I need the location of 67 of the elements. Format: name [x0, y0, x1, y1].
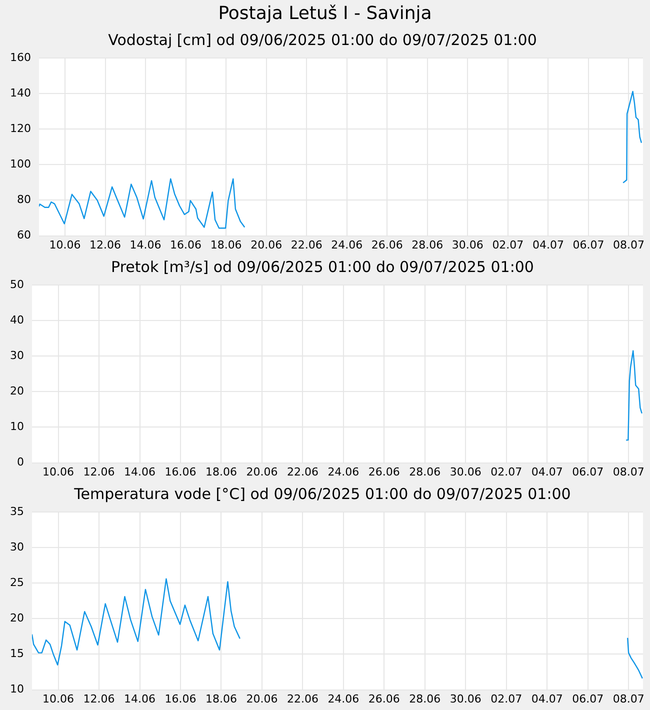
x-tick-label: 04.07 [531, 465, 563, 478]
x-tick-label: 08.07 [612, 238, 644, 252]
x-tick-label: 16.06 [164, 465, 196, 478]
x-tick-label: 06.07 [572, 238, 604, 252]
y-tick-label: 20 [10, 612, 24, 625]
x-tick-label: 10.06 [42, 465, 74, 478]
y-tick-label: 0 [16, 456, 24, 469]
x-tick-label: 14.06 [124, 465, 156, 478]
x-tick-label: 08.07 [612, 465, 644, 478]
y-tick-label: 10 [10, 682, 24, 696]
x-tick-label: 18.06 [205, 692, 237, 706]
y-tick-label: 10 [10, 420, 24, 434]
x-tick-label: 30.06 [450, 465, 482, 478]
chart-title: Pretok [m³/s] od 09/06/2025 01:00 do 09/07/2025 01:00 [111, 258, 534, 276]
x-tick-label: 02.07 [490, 692, 522, 706]
x-tick-label: 16.06 [170, 238, 202, 252]
x-tick-label: 24.06 [328, 692, 360, 706]
x-tick-label: 30.06 [452, 238, 484, 252]
x-tick-label: 24.06 [328, 465, 360, 478]
x-tick-label: 12.06 [83, 692, 115, 706]
x-tick-label: 08.07 [612, 692, 644, 706]
y-tick-label: 60 [16, 228, 31, 242]
y-tick-label: 120 [10, 122, 31, 135]
y-tick-label: 40 [10, 313, 24, 326]
y-tick-label: 100 [10, 158, 31, 171]
y-tick-label: 160 [10, 50, 31, 64]
y-tick-label: 15 [10, 647, 24, 660]
x-tick-label: 10.06 [42, 692, 74, 706]
x-tick-label: 22.06 [286, 692, 318, 706]
x-tick-label: 20.06 [246, 465, 278, 478]
x-tick-label: 02.07 [492, 238, 524, 252]
y-tick-label: 50 [10, 278, 24, 291]
x-tick-label: 10.06 [49, 238, 81, 252]
x-tick-label: 20.06 [246, 692, 278, 706]
x-tick-label: 30.06 [450, 692, 482, 706]
x-tick-label: 24.06 [331, 238, 363, 252]
x-tick-label: 16.06 [164, 692, 196, 706]
y-tick-label: 140 [10, 86, 31, 100]
x-tick-label: 26.06 [368, 465, 400, 478]
x-tick-label: 14.06 [124, 692, 156, 706]
x-tick-label: 06.07 [572, 465, 604, 478]
y-tick-label: 25 [10, 576, 24, 589]
x-tick-label: 28.06 [412, 238, 444, 252]
y-tick-label: 30 [10, 540, 24, 554]
x-tick-label: 12.06 [90, 238, 122, 252]
y-tick-label: 80 [16, 193, 31, 206]
y-tick-label: 30 [10, 348, 24, 362]
x-tick-label: 14.06 [130, 238, 162, 252]
chart-subtitle: Vodostaj [cm] od 09/06/2025 01:00 do 09/07/2025 01:00 [108, 30, 537, 49]
x-tick-label: 28.06 [409, 692, 441, 706]
x-tick-label: 26.06 [371, 238, 403, 252]
x-tick-label: 18.06 [205, 465, 237, 478]
chart-title: Temperatura vode [°C] od 09/06/2025 01:00 do 09/07/2025 01:00 [73, 484, 571, 503]
chart-title: Postaja Letuš I - Savinja [217, 2, 433, 26]
x-tick-label: 22.06 [290, 238, 322, 252]
x-tick-label: 02.07 [490, 465, 522, 478]
x-tick-label: 18.06 [210, 238, 242, 252]
x-tick-label: 12.06 [83, 465, 115, 478]
y-tick-label: 35 [10, 504, 24, 518]
x-tick-label: 04.07 [531, 692, 563, 706]
x-tick-label: 28.06 [409, 465, 441, 478]
y-tick-label: 20 [10, 384, 24, 398]
x-tick-label: 26.06 [368, 692, 400, 706]
x-tick-label: 22.06 [286, 465, 318, 478]
x-tick-label: 04.07 [532, 238, 564, 252]
x-tick-label: 20.06 [250, 238, 282, 252]
x-tick-label: 06.07 [572, 692, 604, 706]
